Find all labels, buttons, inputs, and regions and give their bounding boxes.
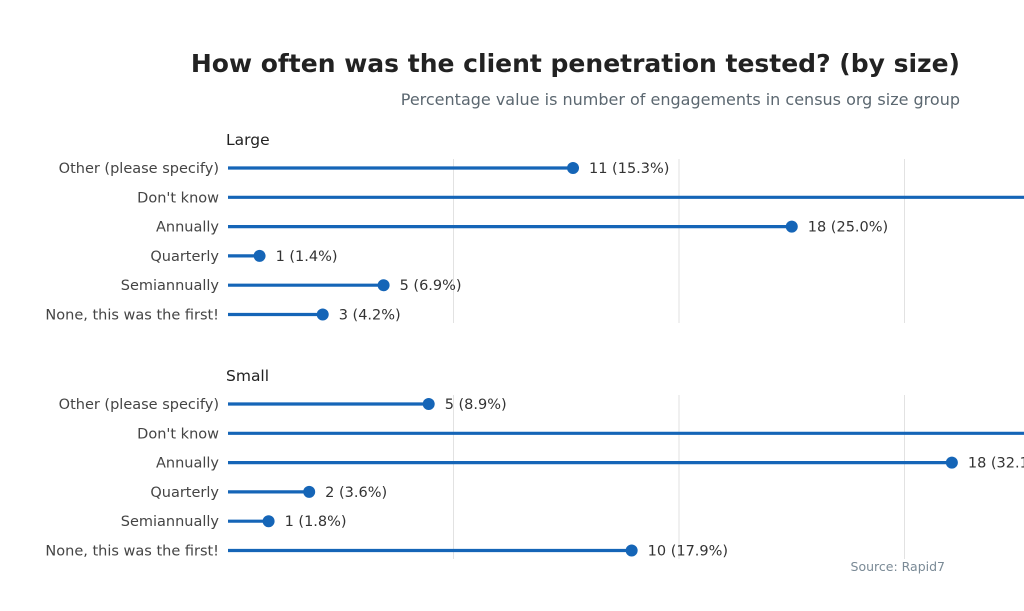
lollipop-dot	[316, 308, 329, 321]
value-label: 18 (32.1%)	[968, 456, 1024, 472]
facet-label: Large	[226, 131, 270, 149]
category-label: None, this was the first!	[45, 308, 219, 324]
lollipop-dot	[945, 456, 958, 469]
lollipop-dot	[785, 220, 798, 233]
value-label: 11 (15.3%)	[589, 161, 669, 177]
category-label: Other (please specify)	[59, 161, 219, 177]
facet-label: Small	[226, 367, 269, 385]
value-label: 5 (6.9%)	[400, 278, 462, 294]
lollipop-dot	[262, 515, 275, 528]
lollipop-dot	[377, 279, 390, 292]
value-label: 18 (25.0%)	[808, 220, 888, 236]
grid-layer	[453, 159, 905, 559]
category-label: Don't know	[137, 426, 219, 442]
category-label: Quarterly	[150, 249, 219, 265]
chart-title: How often was the client penetration tes…	[191, 49, 960, 78]
value-label: 3 (4.2%)	[339, 308, 401, 324]
lollipop-dot	[567, 162, 580, 174]
value-label: 1 (1.4%)	[276, 249, 338, 265]
category-label: Annually	[156, 456, 219, 472]
lollipop-dot	[422, 398, 435, 410]
category-label: Other (please specify)	[59, 397, 219, 413]
source-note: Source: Rapid7	[851, 559, 945, 574]
lollipop-dot	[625, 544, 638, 557]
category-label: Quarterly	[150, 485, 219, 501]
value-label: 1 (1.8%)	[285, 514, 347, 530]
chart-subtitle: Percentage value is number of engagement…	[401, 90, 960, 109]
lollipop-dot	[253, 249, 266, 262]
facet-small: Small Other (please specify) 5 (8.9%) Don't…	[45, 367, 1024, 560]
facet-large: Large Other (please specify) 11 (15.3%) Don…	[45, 131, 1024, 324]
category-label: Semiannually	[121, 514, 220, 530]
value-label: 2 (3.6%)	[325, 485, 387, 501]
category-label: Annually	[156, 220, 219, 236]
value-label: 5 (8.9%)	[445, 397, 507, 413]
category-label: Semiannually	[121, 278, 220, 294]
lollipop-dot	[303, 485, 316, 498]
category-label: Don't know	[137, 190, 219, 206]
value-label: 10 (17.9%)	[648, 544, 728, 560]
category-label: None, this was the first!	[45, 544, 219, 560]
facets-layer: Large Other (please specify) 11 (15.3%) Don…	[45, 131, 1024, 560]
